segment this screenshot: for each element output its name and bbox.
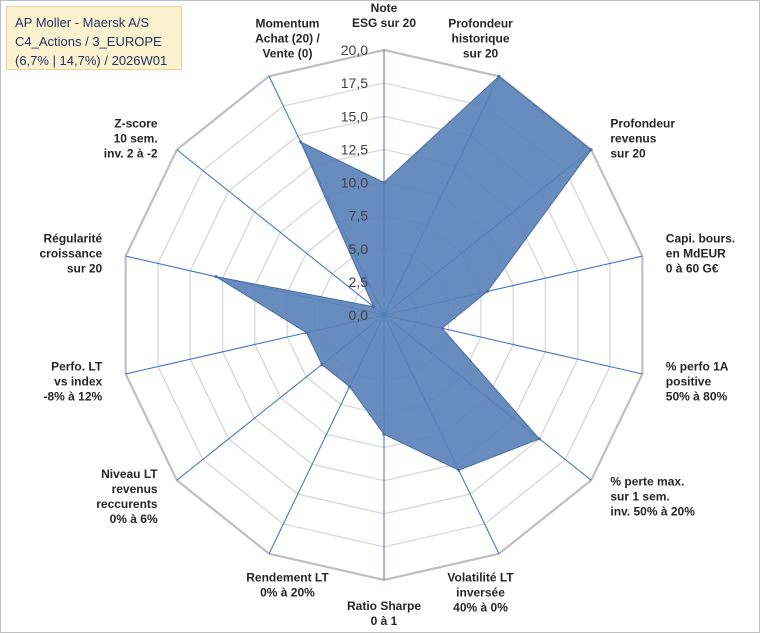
tick-label: 2,5 bbox=[349, 274, 369, 290]
tick-label: 5,0 bbox=[349, 241, 369, 257]
axis-label: 0 à 1 bbox=[371, 614, 398, 628]
axis-label: Capi. bours. bbox=[666, 232, 735, 246]
axis-label: historique bbox=[452, 31, 510, 45]
series-point bbox=[537, 437, 541, 441]
tick-label: 7,5 bbox=[349, 208, 369, 224]
axis-label: % perte max. bbox=[610, 474, 684, 488]
axis-label: sur 1 sem. bbox=[610, 489, 669, 503]
axis-label: en MdEUR bbox=[666, 247, 726, 261]
series-point bbox=[457, 468, 461, 472]
axis-label: 50% à 80% bbox=[666, 389, 728, 403]
radar-tick-labels: 0,0 2,5 5,0 7,5 10,0 12,5 15,0 17,5 20,0 bbox=[341, 42, 368, 323]
axis-label: Note bbox=[371, 1, 398, 15]
series-point bbox=[372, 305, 376, 309]
axis-label: vs index bbox=[54, 374, 102, 388]
series-area bbox=[215, 75, 592, 471]
tick-label: 0,0 bbox=[349, 307, 369, 323]
tick-label: 12,5 bbox=[341, 141, 368, 157]
chart-title-box: AP Moller - Maersk A/S C4_Actions / 3_EU… bbox=[6, 6, 182, 70]
axis-label: Perfo. LT bbox=[51, 359, 103, 373]
axis-label: inv. 2 à -2 bbox=[104, 147, 158, 161]
axis-label: reccurents bbox=[96, 497, 158, 511]
axis-label: Profondeur bbox=[448, 16, 513, 30]
series-point bbox=[485, 289, 489, 293]
axis-label: revenus bbox=[610, 132, 656, 146]
axis-label: Profondeur bbox=[610, 117, 675, 131]
title-line-2: C4_Actions / 3_EUROPE bbox=[15, 34, 162, 49]
axis-label: Régularité bbox=[44, 232, 103, 246]
axis-label: Momentum bbox=[255, 16, 319, 30]
title-line-1: AP Moller - Maersk A/S bbox=[15, 15, 150, 30]
axis-label: Z-score bbox=[114, 117, 158, 131]
tick-label: 10,0 bbox=[341, 175, 368, 191]
tick-label: 17,5 bbox=[341, 75, 368, 91]
series-point bbox=[304, 331, 308, 335]
axis-label: 0% à 6% bbox=[110, 512, 158, 526]
tick-label: 20,0 bbox=[341, 42, 368, 58]
series-point bbox=[320, 363, 324, 367]
axis-label: ESG sur 20 bbox=[352, 16, 416, 30]
series-point bbox=[382, 181, 386, 184]
series-point bbox=[348, 385, 352, 389]
axis-label: inversée bbox=[456, 586, 505, 600]
axis-label: % perfo 1A bbox=[666, 359, 729, 373]
axis-label: 40% à 0% bbox=[453, 601, 508, 615]
axis-label: sur 20 bbox=[67, 262, 103, 276]
axis-label: croissance bbox=[39, 247, 102, 261]
axis-label: sur 20 bbox=[610, 147, 646, 161]
axis-label: positive bbox=[666, 374, 712, 388]
axis-label: Vente (0) bbox=[262, 46, 312, 60]
axis-label: 0 à 60 G€ bbox=[666, 262, 719, 276]
axis-label: Ratio Sharpe bbox=[347, 599, 421, 613]
title-line-3: (6,7% | 14,7%) / 2026W01 bbox=[15, 53, 168, 68]
axis-label: Achat (20) / bbox=[255, 31, 320, 45]
series-point bbox=[299, 140, 303, 144]
series-point bbox=[589, 148, 593, 152]
radar-series bbox=[214, 74, 593, 472]
series-point bbox=[440, 326, 444, 330]
series-point bbox=[497, 74, 501, 78]
tick-label: 15,0 bbox=[341, 108, 368, 124]
radar-spoke-overlay bbox=[176, 149, 385, 316]
axis-label: sur 20 bbox=[463, 46, 499, 60]
axis-label: 10 sem. bbox=[114, 132, 158, 146]
axis-label: 0% à 20% bbox=[260, 586, 315, 600]
series-point bbox=[382, 432, 386, 436]
axis-label: Volatilité LT bbox=[447, 571, 514, 585]
axis-label: revenus bbox=[112, 482, 158, 496]
axis-label: inv. 50% à 20% bbox=[610, 504, 695, 518]
axis-label: -8% à 12% bbox=[43, 389, 102, 403]
series-point bbox=[214, 275, 218, 279]
axis-label: Niveau LT bbox=[101, 467, 158, 481]
axis-label: Rendement LT bbox=[246, 571, 329, 585]
